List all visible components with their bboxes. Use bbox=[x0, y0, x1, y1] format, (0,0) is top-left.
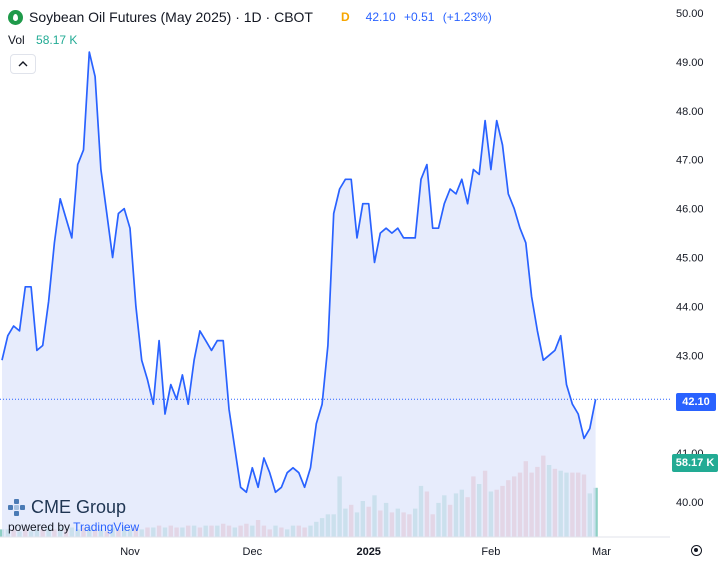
last-price-badge: 42.10 bbox=[676, 393, 716, 411]
price-axis-label: 46.00 bbox=[676, 204, 704, 216]
symbol-title[interactable]: Soybean Oil Futures (May 2025) · 1D · CB… bbox=[29, 9, 313, 25]
time-axis-label: Mar bbox=[592, 546, 611, 558]
price-area-fill bbox=[2, 52, 596, 537]
price-change-percent: (+1.23%) bbox=[442, 10, 492, 24]
cme-group-brand: CME Group bbox=[31, 497, 127, 517]
collapse-legend-button[interactable] bbox=[10, 54, 36, 74]
powered-by-prefix: powered by bbox=[8, 520, 71, 534]
powered-by-credit[interactable]: powered by TradingView bbox=[8, 520, 139, 534]
price-axis-label: 45.00 bbox=[676, 253, 704, 265]
price-axis-label: 48.00 bbox=[676, 106, 704, 118]
last-volume-badge: 58.17 K bbox=[672, 454, 718, 472]
tradingview-brand: TradingView bbox=[73, 520, 140, 534]
volume-value: 58.17 K bbox=[36, 33, 78, 47]
time-axis-label: Nov bbox=[120, 546, 140, 558]
delayed-data-flag[interactable]: D bbox=[341, 10, 350, 24]
price-change: +0.51 bbox=[404, 10, 435, 24]
price-axis-label: 43.00 bbox=[676, 350, 704, 362]
volume-legend: Vol 58.17 K bbox=[8, 33, 77, 47]
cme-group-logo-icon bbox=[8, 498, 26, 517]
price-axis-label: 44.00 bbox=[676, 301, 704, 313]
time-axis[interactable]: Nov Dec 2025 Feb Mar bbox=[120, 546, 611, 558]
time-axis-label: Feb bbox=[481, 546, 500, 558]
price-axis-label: 47.00 bbox=[676, 155, 704, 167]
price-quote: 42.10 +0.51 (+1.23%) bbox=[366, 10, 497, 24]
symbol-legend: Soybean Oil Futures (May 2025) · 1D · CB… bbox=[8, 6, 497, 28]
chevron-up-icon bbox=[18, 61, 28, 67]
time-axis-label: 2025 bbox=[356, 546, 380, 558]
price-axis-label: 50.00 bbox=[676, 8, 704, 20]
price-line bbox=[1, 51, 597, 494]
time-axis-label: Dec bbox=[243, 546, 263, 558]
cme-group-watermark: CME Group bbox=[8, 497, 126, 518]
soybean-oil-logo-icon bbox=[8, 9, 23, 25]
volume-bar bbox=[593, 487, 598, 537]
price-axis[interactable]: 50.00 49.00 48.00 47.00 46.00 45.00 44.00 43.00… bbox=[676, 8, 704, 509]
last-price: 42.10 bbox=[365, 10, 396, 24]
price-axis-label: 40.00 bbox=[676, 497, 704, 509]
settings-icon[interactable] bbox=[691, 545, 702, 556]
price-axis-label: 49.00 bbox=[676, 57, 704, 69]
volume-label[interactable]: Vol bbox=[8, 33, 25, 47]
